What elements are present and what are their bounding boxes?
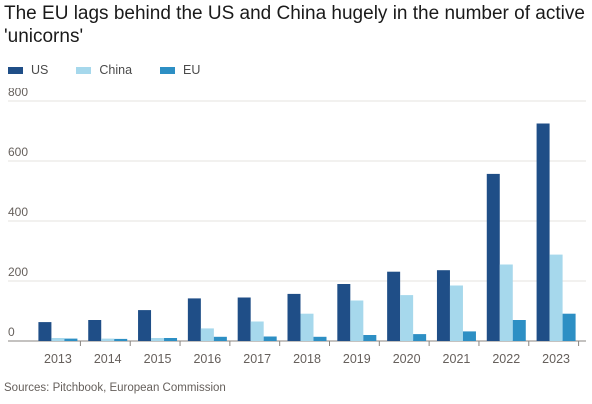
bar-chart: 0 200 400 600 800 2013 2014 2015 2016 2017 2018 201… bbox=[8, 88, 586, 366]
bar-us-2021 bbox=[436, 270, 450, 341]
bar-us-2020 bbox=[387, 271, 401, 341]
x-tick-label-2013: 2013 bbox=[44, 352, 72, 366]
legend-label-china: China bbox=[99, 63, 133, 77]
x-tick-label-2021: 2021 bbox=[443, 352, 471, 366]
bar-us-2013 bbox=[38, 322, 52, 341]
bar-china-2014 bbox=[101, 338, 115, 341]
legend-item-eu: EU bbox=[160, 63, 200, 77]
legend-swatch-china bbox=[76, 66, 92, 74]
bar-eu-2018 bbox=[313, 336, 327, 341]
x-tick-label-2018: 2018 bbox=[293, 352, 321, 366]
bar-eu-2019 bbox=[363, 335, 377, 341]
legend-swatch-us bbox=[8, 66, 23, 74]
legend-label-eu: EU bbox=[183, 63, 201, 77]
source-note: Sources: Pitchbook, European Commission bbox=[4, 382, 226, 394]
bar-eu-2016 bbox=[213, 336, 227, 341]
chart-legend: US China EU bbox=[8, 62, 228, 78]
legend-label-us: US bbox=[31, 63, 49, 77]
x-tick-label-2020: 2020 bbox=[393, 352, 421, 366]
bar-china-2022 bbox=[499, 264, 513, 341]
bar-us-2022 bbox=[486, 173, 500, 341]
bar-us-2014 bbox=[88, 320, 102, 341]
bar-us-2016 bbox=[187, 298, 201, 341]
bar-china-2018 bbox=[300, 313, 314, 341]
bar-eu-2023 bbox=[562, 313, 576, 341]
legend-swatch-eu bbox=[160, 66, 176, 74]
bar-china-2020 bbox=[400, 295, 414, 341]
bar-china-2013 bbox=[51, 338, 65, 341]
bar-eu-2021 bbox=[462, 331, 476, 341]
y-tick-label: 0 bbox=[8, 325, 15, 339]
y-tick-label: 200 bbox=[8, 265, 28, 279]
legend-item-china: China bbox=[76, 63, 132, 77]
bar-eu-2015 bbox=[164, 338, 178, 341]
bar-china-2019 bbox=[350, 300, 364, 341]
bar-us-2018 bbox=[287, 293, 301, 341]
legend-item-us: US bbox=[8, 63, 48, 77]
bar-eu-2014 bbox=[114, 338, 128, 341]
bar-china-2023 bbox=[549, 254, 563, 341]
x-tick-label-2019: 2019 bbox=[343, 352, 371, 366]
bar-us-2017 bbox=[237, 297, 251, 341]
x-tick-label-2023: 2023 bbox=[542, 352, 570, 366]
chart-title: The EU lags behind the US and China huge… bbox=[4, 3, 585, 47]
y-tick-label: 800 bbox=[8, 88, 28, 99]
bar-eu-2020 bbox=[413, 334, 427, 341]
x-tick-label-2014: 2014 bbox=[94, 352, 122, 366]
bar-eu-2017 bbox=[263, 336, 277, 341]
x-tick-label-2022: 2022 bbox=[492, 352, 520, 366]
bar-eu-2022 bbox=[512, 320, 526, 341]
bar-china-2016 bbox=[200, 328, 214, 341]
bar-china-2017 bbox=[250, 321, 264, 341]
y-tick-label: 400 bbox=[8, 205, 28, 219]
bar-eu-2013 bbox=[64, 338, 78, 341]
y-tick-label: 600 bbox=[8, 145, 28, 159]
bar-china-2015 bbox=[151, 338, 165, 341]
x-tick-label-2016: 2016 bbox=[193, 352, 221, 366]
x-tick-label-2015: 2015 bbox=[144, 352, 172, 366]
bar-us-2023 bbox=[536, 123, 550, 341]
bar-us-2015 bbox=[138, 310, 152, 341]
x-tick-label-2017: 2017 bbox=[243, 352, 271, 366]
bar-china-2021 bbox=[449, 285, 463, 341]
bar-us-2019 bbox=[337, 284, 351, 341]
